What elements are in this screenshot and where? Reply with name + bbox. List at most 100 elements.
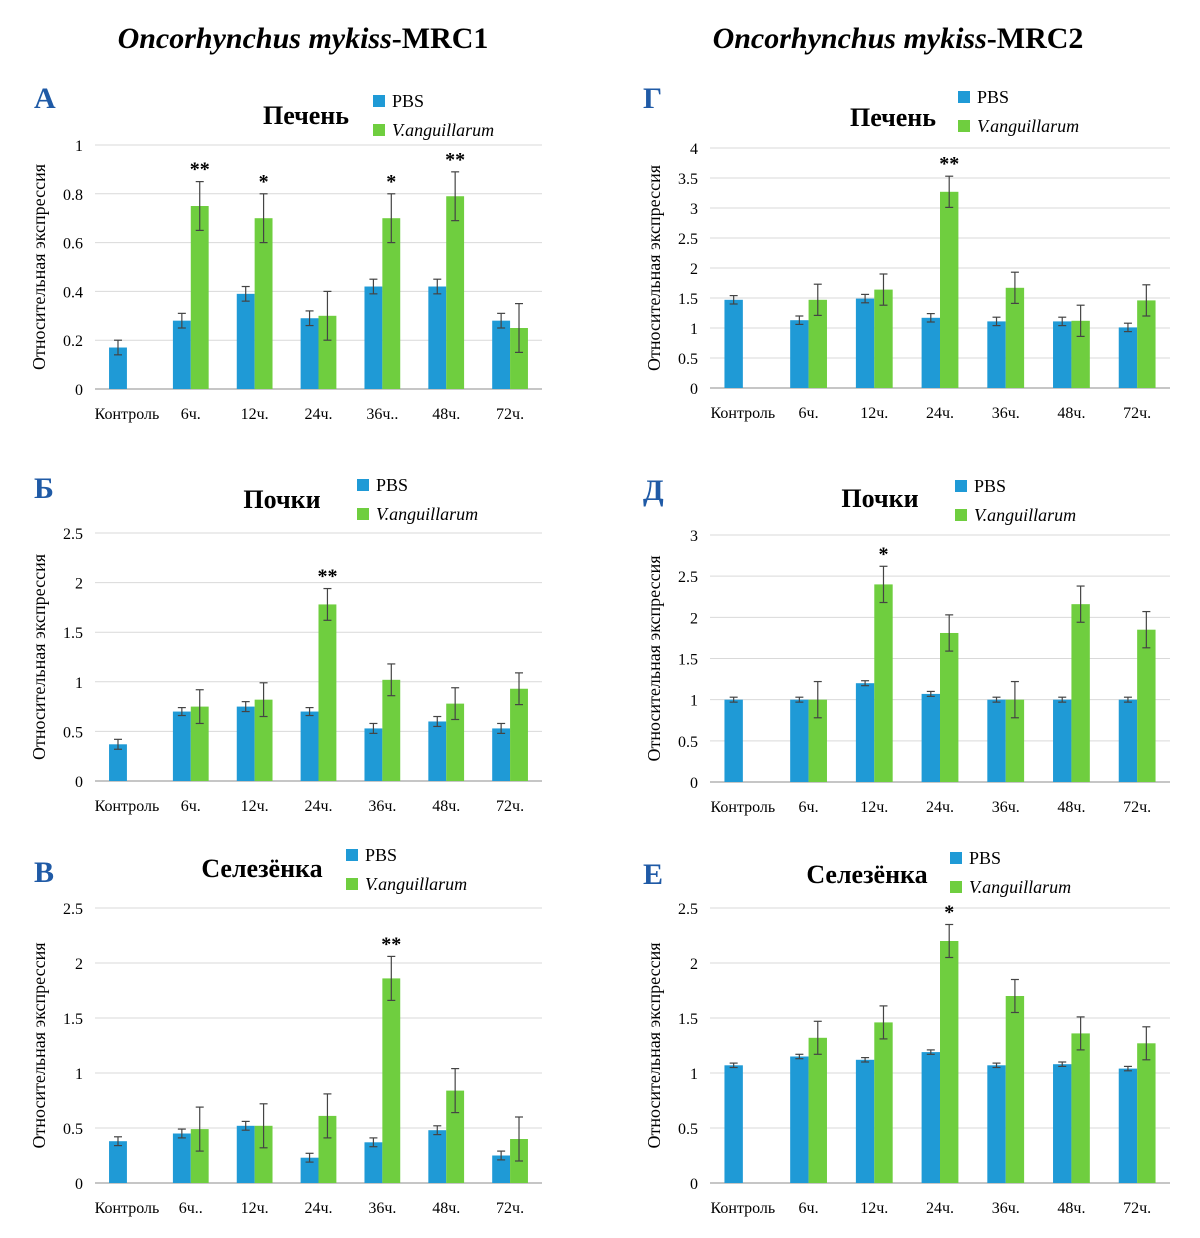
bar-pbs	[109, 744, 127, 781]
legend-swatch-vanguillarum	[950, 881, 962, 893]
legend-swatch-vanguillarum	[373, 124, 385, 136]
x-tick-label: 48ч.	[1057, 405, 1085, 422]
significance-marker: **	[445, 149, 465, 171]
x-tick-label: 6ч.	[799, 1200, 819, 1217]
bar-pbs	[987, 699, 1006, 782]
y-tick-label: 2	[690, 261, 698, 278]
y-tick-label: 4	[690, 141, 698, 158]
bar-pbs	[364, 728, 383, 781]
y-tick-label: 1	[75, 675, 83, 692]
bar-vanguillarum	[1137, 300, 1156, 388]
legend-label-pbs: PBS	[969, 848, 1001, 868]
significance-marker: **	[939, 153, 959, 175]
x-tick-label: Контроль	[95, 1200, 160, 1217]
x-tick-label: 12ч.	[860, 405, 888, 422]
x-tick-label: 72ч.	[496, 798, 524, 815]
panel-letter: Б	[34, 472, 54, 505]
column-title-mrc2-suffix: -MRC2	[987, 22, 1084, 55]
y-tick-label: 0.2	[63, 333, 83, 350]
bar-pbs	[364, 1142, 383, 1183]
x-tick-label: Контроль	[95, 406, 160, 423]
bar-vanguillarum	[808, 299, 827, 388]
legend-label-vanguillarum: V.anguillarum	[969, 877, 1071, 897]
x-tick-label: 72ч.	[1123, 405, 1151, 422]
bar-vanguillarum	[318, 1115, 337, 1183]
y-tick-label: 0.8	[63, 187, 83, 204]
x-tick-label: 12ч.	[241, 798, 269, 815]
y-tick-label: 3	[690, 201, 698, 218]
chart-title: Селезёнка	[806, 860, 927, 889]
chart-panel-6: Е Селезёнка PBS V.anguillarum 0 0.5 1 1.5 2 2.5 От…	[643, 848, 1170, 1217]
bar-pbs	[172, 1133, 191, 1183]
legend-label-pbs: PBS	[365, 845, 397, 865]
legend-swatch-pbs	[958, 91, 970, 103]
chart-title: Почки	[243, 485, 320, 514]
bar-pbs	[172, 320, 191, 389]
legend-label-vanguillarum: V.anguillarum	[974, 505, 1076, 525]
y-tick-label: 2.5	[678, 901, 698, 918]
significance-marker: **	[381, 933, 401, 955]
legend-swatch-pbs	[346, 849, 358, 861]
bar-vanguillarum	[940, 191, 959, 388]
bar-pbs	[1118, 699, 1138, 782]
legend-label-vanguillarum: V.anguillarum	[977, 116, 1079, 136]
legend-label-vanguillarum: V.anguillarum	[392, 120, 494, 140]
bar-vanguillarum	[1071, 320, 1090, 388]
y-tick-label: 0	[75, 774, 83, 791]
bar-vanguillarum	[382, 978, 401, 1183]
bar-vanguillarum	[190, 1129, 209, 1183]
bar-pbs	[236, 293, 255, 389]
y-tick-label: 2.5	[678, 231, 698, 248]
y-axis-label: Относительная экспрессия	[644, 165, 664, 371]
x-tick-label: Контроль	[711, 1200, 776, 1217]
column-title-mrc1-species: Oncorhynchus mykiss	[118, 22, 392, 55]
bar-vanguillarum	[318, 604, 337, 781]
y-tick-label: 1.5	[63, 625, 83, 642]
x-tick-label: 48ч.	[432, 1200, 460, 1217]
bar-pbs	[109, 1141, 127, 1183]
y-tick-label: 2.5	[63, 901, 83, 918]
y-tick-label: 1.5	[678, 652, 698, 669]
y-axis-label: Относительная экспрессия	[644, 943, 664, 1149]
legend-swatch-pbs	[955, 480, 967, 492]
bar-vanguillarum	[510, 688, 528, 781]
column-title-mrc2-species: Oncorhynchus mykiss	[713, 22, 987, 55]
x-tick-label: 48ч.	[1057, 1200, 1085, 1217]
chart-panel-4: Г Печень PBS V.anguillarum 0 0.5 1 1.5 2 2.5 3 3.5 4…	[643, 82, 1170, 422]
legend-swatch-vanguillarum	[958, 120, 970, 132]
bar-vanguillarum	[382, 679, 401, 781]
bar-vanguillarum	[190, 706, 209, 781]
x-tick-label: Контроль	[95, 798, 160, 815]
chart-panel-3: В Селезёнка PBS V.anguillarum 0 0.5 1 1.5 2 2.5 От…	[29, 845, 542, 1217]
bar-pbs	[428, 286, 447, 389]
bar-pbs	[428, 1130, 447, 1183]
x-tick-label: 36ч.	[368, 1200, 396, 1217]
x-tick-label: Контроль	[711, 799, 776, 816]
bar-pbs	[428, 721, 447, 781]
significance-marker: **	[317, 566, 337, 588]
bar-pbs	[855, 683, 875, 782]
bar-pbs	[921, 1052, 940, 1183]
y-tick-label: 2	[75, 576, 83, 593]
bar-pbs	[236, 706, 255, 781]
x-tick-label: 24ч.	[926, 1200, 954, 1217]
bar-pbs	[724, 299, 743, 388]
y-tick-label: 0.5	[678, 1121, 698, 1138]
legend-label-pbs: PBS	[977, 87, 1009, 107]
legend-swatch-vanguillarum	[346, 878, 358, 890]
column-title-mrc2: Oncorhynchus mykiss-MRC2	[713, 22, 1084, 55]
legend-label-vanguillarum: V.anguillarum	[365, 874, 467, 894]
legend-swatch-pbs	[357, 479, 369, 491]
bar-vanguillarum	[808, 1037, 827, 1183]
significance-marker: *	[259, 171, 269, 193]
bar-pbs	[1053, 699, 1072, 782]
chart-panel-5: Д Почки PBS V.anguillarum 0 0.5 1 1.5 2 2.5 3 Относ…	[643, 474, 1170, 816]
y-tick-label: 0	[690, 775, 698, 792]
bar-pbs	[790, 320, 809, 388]
bar-vanguillarum	[1137, 629, 1156, 782]
significance-marker: *	[386, 171, 396, 193]
bar-pbs	[492, 728, 511, 781]
bar-pbs	[109, 347, 127, 389]
y-tick-label: 0.5	[678, 351, 698, 368]
y-tick-label: 1.5	[678, 291, 698, 308]
